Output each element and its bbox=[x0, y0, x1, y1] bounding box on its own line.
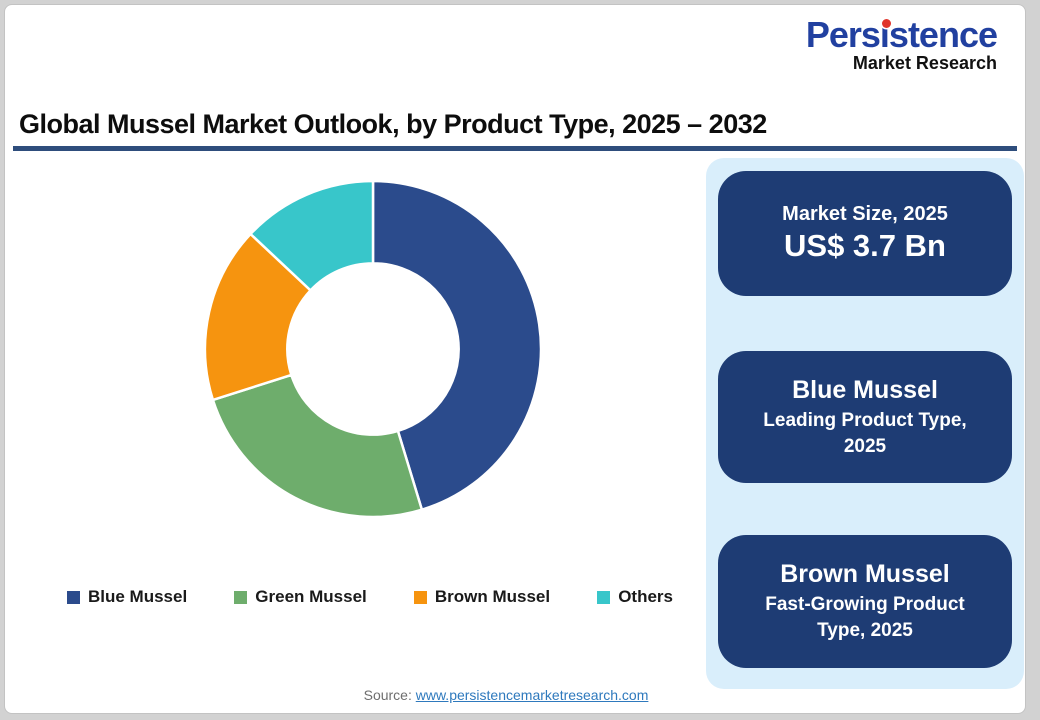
highlight-card-fast-growing-type: Brown Mussel Fast-Growing Product Type, … bbox=[718, 535, 1012, 668]
title-underline bbox=[13, 146, 1017, 151]
legend-label: Brown Mussel bbox=[434, 587, 551, 606]
donut-chart-svg bbox=[203, 179, 543, 519]
highlight-value: US$ 3.7 Bn bbox=[784, 228, 946, 264]
page-title: Global Mussel Market Outlook, by Product… bbox=[19, 109, 767, 139]
legend-label: Green Mussel bbox=[255, 587, 367, 606]
brand-name: Persistence bbox=[805, 14, 998, 55]
legend-swatch-icon bbox=[597, 590, 611, 604]
legend-item-blue-mussel: Blue Mussel bbox=[67, 587, 187, 607]
donut-chart bbox=[193, 169, 553, 529]
donut-segment-brown-mussel bbox=[203, 232, 313, 402]
highlight-card-market-size: Market Size, 2025 US$ 3.7 Bn bbox=[718, 171, 1012, 296]
legend-swatch-icon bbox=[413, 590, 427, 604]
legend-item-brown-mussel: Brown Mussel bbox=[413, 587, 551, 607]
highlight-subtitle: Leading Product Type, 2025 bbox=[763, 409, 967, 457]
highlight-title: Market Size, 2025 bbox=[782, 203, 948, 226]
brand-name-text: Persistence bbox=[805, 14, 998, 55]
donut-segment-blue-mussel bbox=[371, 179, 543, 512]
highlights-panel: Market Size, 2025 US$ 3.7 Bn Blue Mussel… bbox=[706, 158, 1024, 689]
legend-label: Blue Mussel bbox=[88, 587, 188, 606]
legend-item-green-mussel: Green Mussel bbox=[234, 587, 367, 607]
legend-item-others: Others bbox=[597, 587, 673, 607]
logo-red-dot-icon bbox=[881, 19, 891, 28]
highlight-title: Blue Mussel bbox=[792, 375, 938, 404]
source-label: Source: bbox=[363, 687, 412, 703]
chart-legend: Blue Mussel Green Mussel Brown Mussel Other… bbox=[67, 587, 673, 607]
brand-logo: Persistence Market Research bbox=[805, 14, 998, 73]
highlight-subtitle: Fast-Growing Product Type, 2025 bbox=[765, 594, 965, 642]
highlight-title: Brown Mussel bbox=[780, 560, 950, 589]
donut-segment-others bbox=[248, 179, 375, 293]
source-line: Source: www.persistencemarketresearch.co… bbox=[221, 687, 791, 703]
brand-tagline: Market Research bbox=[852, 53, 997, 73]
legend-swatch-icon bbox=[234, 590, 248, 604]
donut-segment-green-mussel bbox=[211, 373, 424, 519]
report-card: Persistence Market Research Global Musse… bbox=[4, 4, 1026, 714]
legend-label: Others bbox=[618, 587, 673, 606]
legend-swatch-icon bbox=[67, 590, 80, 604]
source-link[interactable]: www.persistencemarketresearch.com bbox=[415, 687, 649, 703]
highlight-card-leading-type: Blue Mussel Leading Product Type, 2025 bbox=[718, 351, 1012, 483]
